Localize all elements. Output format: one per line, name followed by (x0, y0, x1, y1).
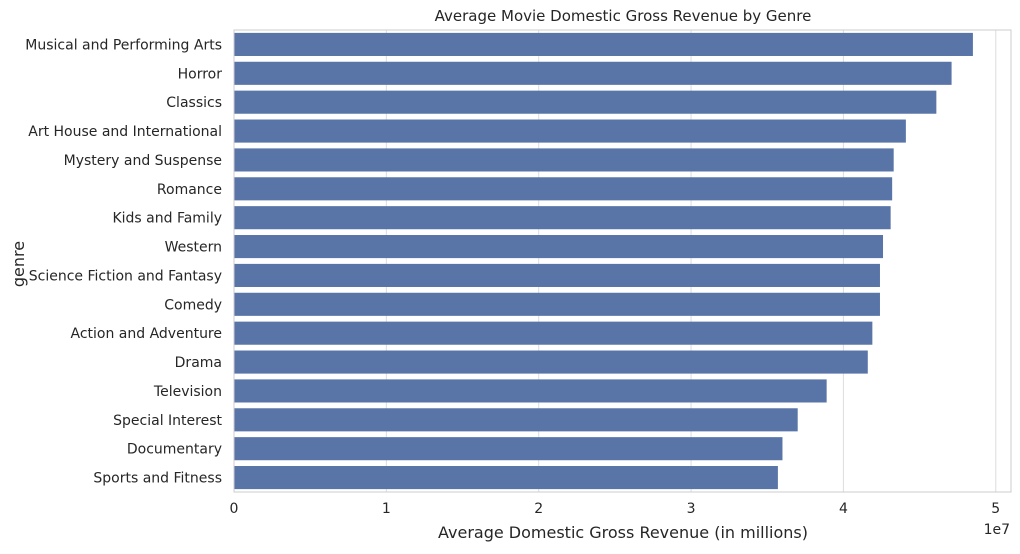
x-tick-label: 0 (230, 501, 239, 517)
category-label: Romance (157, 182, 222, 198)
bar (234, 119, 906, 143)
category-label: Art House and International (28, 124, 222, 140)
bar (234, 350, 868, 374)
bar (234, 61, 952, 85)
x-tick-label: 2 (534, 501, 543, 517)
category-label: Comedy (164, 297, 222, 313)
x-offset-label: 1e7 (984, 522, 1010, 538)
x-axis-title: Average Domestic Gross Revenue (in milli… (438, 523, 808, 542)
bar (234, 235, 884, 259)
plot-frame (233, 29, 1012, 493)
bar (234, 90, 937, 114)
bar (234, 206, 891, 230)
category-labels: Musical and Performing Arts Horror Classic… (25, 37, 222, 486)
x-tick-label: 1 (382, 501, 391, 517)
x-tick-labels: 0 1 2 3 4 5 (230, 501, 1001, 517)
category-label: Science Fiction and Fantasy (29, 268, 222, 284)
category-label: Kids and Family (112, 211, 222, 227)
bar (234, 321, 873, 345)
category-label: Mystery and Suspense (64, 153, 222, 169)
bar (234, 32, 973, 56)
bar (234, 437, 783, 461)
bars (234, 32, 973, 490)
bar (234, 408, 798, 432)
bar (234, 177, 893, 201)
category-label: Western (165, 240, 222, 256)
category-label: Classics (166, 95, 222, 111)
chart-title: Average Movie Domestic Gross Revenue by … (435, 7, 812, 25)
y-axis-title: genre (9, 241, 28, 287)
bar (234, 292, 880, 316)
bar (234, 148, 894, 172)
category-label: Sports and Fitness (93, 471, 222, 487)
category-label: Television (153, 384, 222, 400)
x-tick-label: 3 (687, 501, 696, 517)
bar (234, 263, 880, 287)
x-tick-label: 4 (839, 501, 848, 517)
category-label: Drama (175, 355, 222, 371)
category-label: Musical and Performing Arts (25, 37, 222, 53)
category-label: Special Interest (113, 413, 222, 429)
bar (234, 379, 827, 403)
category-label: Horror (178, 66, 223, 82)
category-label: Documentary (127, 442, 222, 458)
category-label: Action and Adventure (71, 326, 223, 342)
bar (234, 466, 778, 490)
x-tick-label: 5 (991, 501, 1000, 517)
